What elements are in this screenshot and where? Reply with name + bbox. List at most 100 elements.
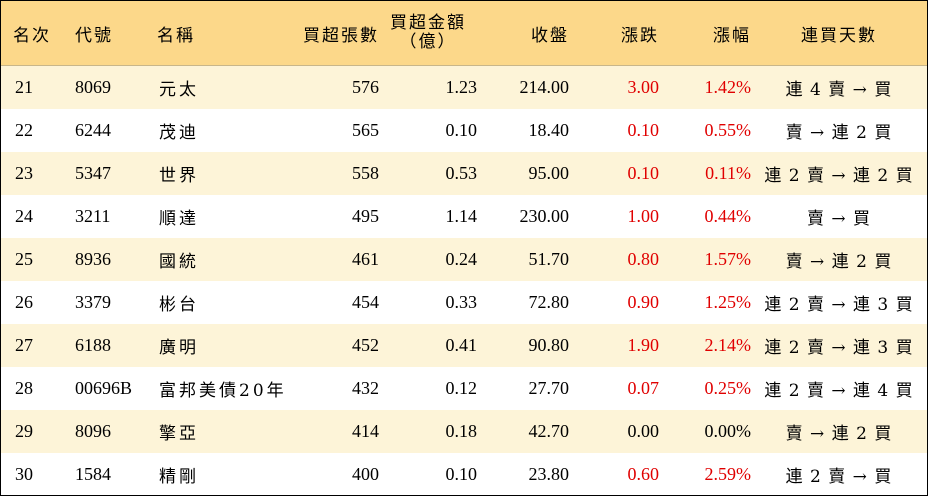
code-cell: 00696B [75, 378, 133, 398]
change-cell: 0.90 [627, 292, 660, 312]
header-amount-line2: （億） [399, 32, 457, 52]
change-cell: 0.10 [627, 120, 660, 140]
table-row: 23 5347 世界 558 0.53 95.00 0.10 0.11% 連 2 賣 → 連 2… [1, 152, 927, 195]
close-price-cell: 51.70 [528, 249, 570, 269]
header-close: 收盤 [531, 25, 569, 46]
net-buy-lots-cell: 558 [352, 163, 379, 183]
change-pct-cell: 1.25% [704, 292, 752, 312]
net-buy-amount-cell: 0.18 [445, 421, 478, 441]
name-cell: 彬台 [159, 295, 199, 315]
name-cell: 國統 [159, 252, 199, 272]
buy-streak-cell: 連 2 賣 → 連 4 買 [764, 381, 914, 401]
rank-cell: 28 [15, 378, 33, 398]
close-price-cell: 90.80 [528, 335, 570, 355]
header-net-buy-lots: 買超張數 [303, 25, 379, 46]
close-price-cell: 42.70 [528, 421, 570, 441]
header-name: 名稱 [157, 25, 195, 46]
change-cell: 1.00 [627, 206, 660, 226]
name-cell: 世界 [159, 166, 199, 186]
close-price-cell: 230.00 [519, 206, 570, 226]
header-rank: 名次 [13, 25, 51, 46]
close-price-cell: 72.80 [528, 292, 570, 312]
net-buy-amount-cell: 0.41 [445, 335, 478, 355]
table-row: 26 3379 彬台 454 0.33 72.80 0.90 1.25% 連 2 賣 → 連 3… [1, 281, 927, 324]
buy-streak-cell: 賣 → 連 2 買 [785, 123, 893, 143]
close-price-cell: 18.40 [528, 120, 570, 140]
change-pct-cell: 1.42% [704, 77, 752, 97]
change-pct-cell: 2.59% [704, 464, 752, 484]
name-cell: 擎亞 [159, 424, 199, 444]
table-row: 30 1584 精剛 400 0.10 23.80 0.60 2.59% 連 2 賣 → 買 [1, 453, 927, 495]
net-buy-amount-cell: 0.53 [445, 163, 478, 183]
buy-streak-cell: 連 2 賣 → 連 3 買 [764, 338, 914, 358]
code-cell: 6244 [75, 120, 111, 140]
rank-cell: 24 [15, 206, 33, 226]
table-body: 21 8069 元太 576 1.23 214.00 3.00 1.42% 連 4 賣 → 買 2… [1, 66, 927, 495]
change-pct-cell: 0.11% [705, 163, 751, 183]
change-cell: 1.90 [627, 335, 660, 355]
net-buy-lots-cell: 576 [352, 77, 379, 97]
buy-streak-cell: 賣 → 連 2 買 [785, 424, 893, 444]
net-buy-amount-cell: 0.10 [445, 464, 478, 484]
rank-cell: 23 [15, 163, 33, 183]
change-pct-cell: 0.00% [704, 421, 752, 441]
change-cell: 0.00 [627, 421, 660, 441]
net-buy-lots-cell: 461 [352, 249, 379, 269]
net-buy-lots-cell: 432 [352, 378, 379, 398]
code-cell: 6188 [75, 335, 111, 355]
buy-streak-cell: 賣 → 連 2 買 [785, 252, 893, 272]
net-buy-lots-cell: 452 [352, 335, 379, 355]
change-cell: 0.80 [627, 249, 660, 269]
rank-cell: 21 [15, 77, 33, 97]
header-change-pct: 漲幅 [713, 25, 751, 46]
change-pct-cell: 0.44% [704, 206, 752, 226]
buy-streak-cell: 賣 → 買 [806, 209, 872, 229]
net-buy-amount-cell: 0.12 [445, 378, 478, 398]
close-price-cell: 23.80 [528, 464, 570, 484]
change-pct-cell: 1.57% [704, 249, 752, 269]
name-cell: 精剛 [159, 467, 199, 487]
net-buy-amount-cell: 0.33 [445, 292, 478, 312]
name-cell: 元太 [159, 80, 199, 100]
net-buy-lots-cell: 495 [352, 206, 379, 226]
buy-streak-cell: 連 2 賣 → 買 [785, 467, 893, 487]
code-cell: 3211 [75, 206, 111, 226]
header-net-buy-amount: 買超金額 （億） [379, 14, 477, 52]
close-price-cell: 27.70 [528, 378, 570, 398]
buy-streak-cell: 連 4 賣 → 買 [785, 80, 893, 100]
net-buy-amount-cell: 0.10 [445, 120, 478, 140]
net-buy-lots-cell: 414 [352, 421, 379, 441]
table-header-row: 名次 代號 名稱 買超張數 買超金額 （億） 收盤 漲跌 漲幅 連買天數 [1, 1, 927, 66]
table-row: 24 3211 順達 495 1.14 230.00 1.00 0.44% 賣 → 買 [1, 195, 927, 238]
table-row: 29 8096 擎亞 414 0.18 42.70 0.00 0.00% 賣 → 連 2 買 [1, 410, 927, 453]
name-cell: 茂迪 [159, 123, 199, 143]
rank-cell: 22 [15, 120, 33, 140]
change-cell: 3.00 [627, 77, 660, 97]
code-cell: 8069 [75, 77, 111, 97]
change-cell: 0.10 [627, 163, 660, 183]
net-buy-lots-cell: 565 [352, 120, 379, 140]
rank-cell: 25 [15, 249, 33, 269]
code-cell: 8936 [75, 249, 111, 269]
rank-cell: 30 [15, 464, 33, 484]
change-cell: 0.07 [627, 378, 660, 398]
code-cell: 8096 [75, 421, 111, 441]
header-code: 代號 [75, 25, 113, 46]
table-row: 27 6188 廣明 452 0.41 90.80 1.90 2.14% 連 2 賣 → 連 3… [1, 324, 927, 367]
table-row: 25 8936 國統 461 0.24 51.70 0.80 1.57% 賣 → 連 2 買 [1, 238, 927, 281]
rank-cell: 29 [15, 421, 33, 441]
close-price-cell: 95.00 [528, 163, 570, 183]
net-buy-amount-cell: 1.23 [445, 77, 478, 97]
header-buy-streak: 連買天數 [801, 25, 877, 46]
buy-streak-cell: 連 2 賣 → 連 3 買 [764, 295, 914, 315]
rank-cell: 26 [15, 292, 33, 312]
name-cell: 富邦美債20年 [159, 381, 287, 401]
code-cell: 5347 [75, 163, 111, 183]
rank-cell: 27 [15, 335, 33, 355]
close-price-cell: 214.00 [519, 77, 570, 97]
net-buy-amount-cell: 0.24 [445, 249, 478, 269]
name-cell: 廣明 [159, 338, 199, 358]
change-pct-cell: 2.14% [704, 335, 752, 355]
change-pct-cell: 0.25% [704, 378, 752, 398]
